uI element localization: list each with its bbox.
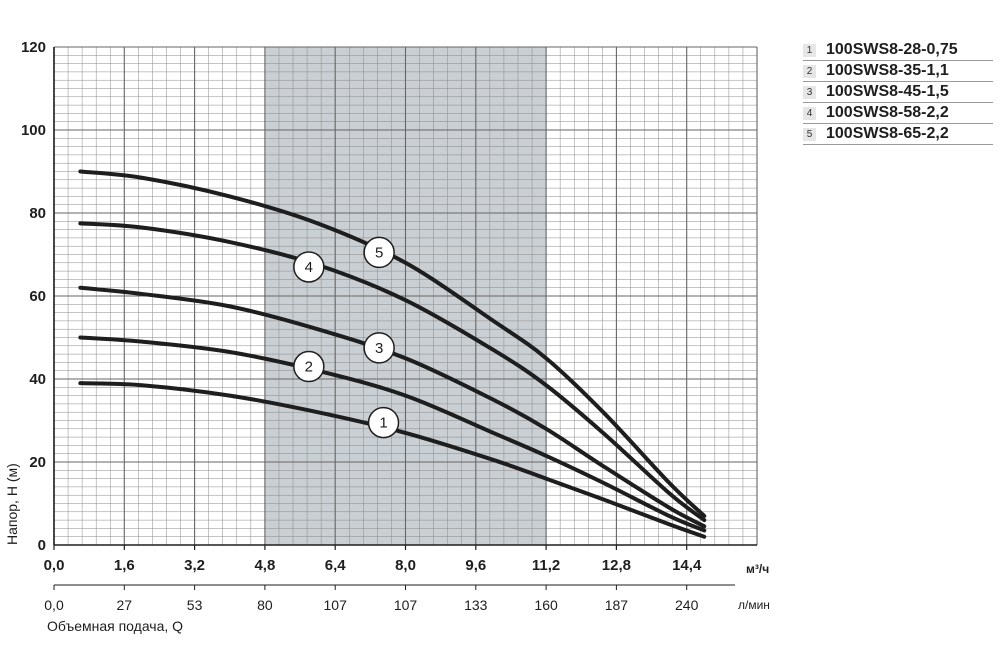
x-tick-label: 9,6 xyxy=(465,557,486,574)
y-tick-label: 80 xyxy=(29,205,46,222)
x-tick-label: 4,8 xyxy=(254,557,275,574)
legend-item: 3 100SWS8-45-1,5 xyxy=(803,82,993,103)
x2-tick-label: 187 xyxy=(605,597,629,613)
x-tick-labels-primary: 0,0 1,6 3,2 4,8 6,4 8,0 9,6 11,2 12,8 14,4 xyxy=(44,557,702,574)
marker-label: 3 xyxy=(375,340,383,357)
pump-curves xyxy=(78,169,707,539)
legend-label: 100SWS8-58-2,2 xyxy=(826,104,949,121)
pump-curve-3 xyxy=(78,285,707,529)
pump-curve-2 xyxy=(78,335,707,533)
x-tick-label: 12,8 xyxy=(602,557,631,574)
x-tick-label: 11,2 xyxy=(532,557,560,574)
curve-marker-2: 2 xyxy=(293,350,325,383)
y-tick-labels: 0 20 40 60 80 100 120 xyxy=(21,39,46,554)
marker-circle xyxy=(367,406,400,439)
legend-label: 100SWS8-35-1,1 xyxy=(826,62,949,79)
x2-tick-label: 0,0 xyxy=(44,597,64,613)
axes xyxy=(53,47,757,590)
y-axis-label: Напор, H (м) xyxy=(4,463,20,545)
pump-curve-4 xyxy=(78,221,707,523)
x2-tick-label: 160 xyxy=(534,597,558,613)
x-unit-secondary: л/мин xyxy=(738,598,770,612)
x-tick-label: 6,4 xyxy=(325,557,347,574)
marker-circle xyxy=(363,236,395,269)
legend-number: 3 xyxy=(803,85,816,99)
legend-number: 2 xyxy=(803,64,816,78)
x2-tick-label: 27 xyxy=(117,597,133,613)
curve-marker-1: 1 xyxy=(367,406,400,439)
marker-circle xyxy=(363,332,395,364)
y-tick-label: 100 xyxy=(21,122,46,139)
marker-label: 4 xyxy=(305,259,313,276)
marker-circle xyxy=(293,350,325,383)
x-axis-label: Объемная подача, Q xyxy=(47,618,183,634)
legend-number: 5 xyxy=(803,127,816,141)
x-tick-label: 8,0 xyxy=(395,557,416,574)
curve-marker-5: 5 xyxy=(363,236,395,269)
x-tick-label: 3,2 xyxy=(184,557,205,574)
x2-tick-label: 107 xyxy=(324,597,348,613)
legend-number: 4 xyxy=(803,106,816,120)
x2-tick-label: 80 xyxy=(257,597,273,613)
marker-label: 2 xyxy=(305,359,313,376)
pump-curve-5 xyxy=(78,169,707,518)
legend-label: 100SWS8-65-2,2 xyxy=(826,125,949,142)
legend-item: 1 100SWS8-28-0,75 xyxy=(803,40,993,61)
marker-circle xyxy=(293,251,325,283)
pump-curve-1 xyxy=(78,381,707,539)
x2-tick-label: 107 xyxy=(394,597,418,613)
y-tick-label: 60 xyxy=(29,288,46,305)
curve-marker-3: 3 xyxy=(363,332,395,364)
legend-item: 4 100SWS8-58-2,2 xyxy=(803,103,993,124)
y-tick-label: 40 xyxy=(29,371,46,388)
x2-tick-label: 53 xyxy=(187,597,203,613)
y-tick-label: 0 xyxy=(38,537,46,554)
x2-tick-label: 240 xyxy=(675,597,699,613)
legend-item: 5 100SWS8-65-2,2 xyxy=(803,124,993,145)
y-tick-label: 20 xyxy=(29,454,46,471)
legend-number: 1 xyxy=(803,43,816,57)
x-unit-primary: м³/ч xyxy=(746,562,769,576)
legend-label: 100SWS8-28-0,75 xyxy=(826,41,958,58)
x-tick-labels-secondary: 0,0 27 53 80 107 107 133 160 187 240 xyxy=(44,597,698,613)
x-tick-label: 1,6 xyxy=(114,557,135,574)
curve-marker-4: 4 xyxy=(293,251,325,283)
y-tick-label: 120 xyxy=(21,39,46,56)
marker-label: 1 xyxy=(379,415,387,432)
x-tick-label: 0,0 xyxy=(44,557,65,574)
marker-label: 5 xyxy=(375,244,383,261)
x2-tick-label: 133 xyxy=(464,597,488,613)
legend-label: 100SWS8-45-1,5 xyxy=(826,83,949,100)
legend: 1 100SWS8-28-0,75 2 100SWS8-35-1,1 3 100SWS8-… xyxy=(803,40,993,145)
legend-item: 2 100SWS8-35-1,1 xyxy=(803,61,993,82)
x-tick-label: 14,4 xyxy=(672,557,702,574)
curve-markers: 1 2 3 4 5 xyxy=(293,236,400,439)
